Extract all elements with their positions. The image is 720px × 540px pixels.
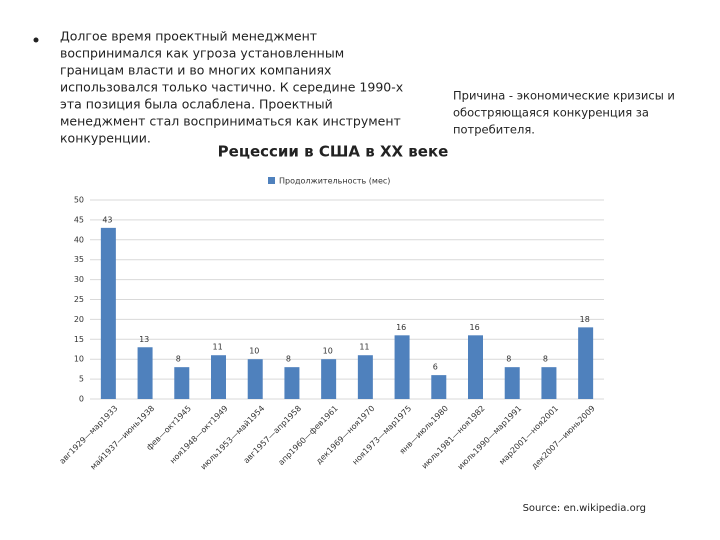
text-line: эта позиция была ослаблена. Проектный (60, 97, 333, 112)
bar (431, 375, 447, 399)
bar (541, 367, 557, 399)
y-tick-label: 25 (74, 295, 84, 304)
text-line: границам власти и во многих компаниях (60, 63, 331, 78)
bar (394, 335, 410, 399)
data-label: 18 (580, 315, 590, 324)
bar (504, 367, 520, 399)
text-line: конкуренции. (60, 131, 151, 146)
y-tick-label: 20 (74, 315, 84, 324)
y-tick-label: 40 (74, 235, 84, 244)
bar (468, 335, 483, 399)
data-label: 16 (470, 323, 480, 332)
data-label: 11 (359, 343, 369, 352)
bullet-text: Долгое время проектный менеджмент восприн… (60, 29, 403, 146)
text-line: менеджмент стал восприниматься как инстр… (60, 114, 401, 129)
legend-swatch (268, 177, 275, 184)
bar (247, 359, 263, 399)
text-line: обостряющаяся конкуренция за (453, 106, 649, 120)
side-text: Причина - экономические кризисы и обостря… (453, 89, 675, 137)
bullet (33, 37, 39, 43)
y-tick-label: 5 (79, 375, 84, 384)
y-tick-label: 35 (74, 255, 84, 264)
chart-title: Рецессии в США в XX веке (218, 143, 449, 161)
legend-label: Продолжительность (мес) (279, 177, 390, 186)
text-line: Долгое время проектный менеджмент (60, 29, 317, 44)
plot: 0 5 10 15 20 25 30 35 40 45 50 43 авг1929—мар1933 13 м… (58, 196, 604, 472)
source: Source: en.wikipedia.org (523, 503, 646, 514)
data-label: 8 (543, 355, 548, 364)
y-tick-label: 0 (79, 395, 84, 404)
data-label: 13 (139, 335, 149, 344)
y-tick-label: 50 (74, 196, 84, 205)
text-line: Причина - экономические кризисы и (453, 89, 675, 103)
bar (211, 355, 226, 399)
data-label: 43 (102, 215, 112, 224)
bar (137, 347, 153, 399)
data-label: 6 (433, 363, 438, 372)
y-tick-label: 30 (74, 275, 84, 284)
data-label: 10 (323, 347, 333, 356)
bar (321, 359, 337, 399)
text-line: потребителя. (453, 123, 535, 137)
data-label: 10 (249, 347, 259, 356)
x-tick-label: авг1929—мар1933 (58, 404, 120, 466)
x-tick-label: май1937—июнь1938 (89, 404, 157, 472)
x-tick-label: июль1990—мар1991 (456, 404, 524, 472)
y-tick-label: 45 (74, 215, 84, 224)
bar (357, 355, 373, 399)
text-line: использовался только частично. К середин… (60, 80, 403, 95)
x-tick-label: июль1953—май1954 (199, 404, 267, 472)
text-line: воспринимался как угроза установленным (60, 46, 344, 61)
x-tick-label: дек2007—июнь2009 (530, 404, 597, 471)
data-label: 8 (506, 355, 511, 364)
data-label: 11 (213, 343, 223, 352)
y-tick-label: 10 (74, 355, 84, 364)
bar (284, 367, 300, 399)
bar (174, 367, 190, 399)
x-tick-label: июль1981—ноя1982 (420, 404, 487, 471)
data-label: 16 (396, 323, 406, 332)
data-label: 8 (286, 355, 291, 364)
data-label: 8 (176, 355, 181, 364)
bar (578, 327, 594, 399)
y-tick-label: 15 (74, 335, 84, 344)
bar (100, 227, 116, 399)
